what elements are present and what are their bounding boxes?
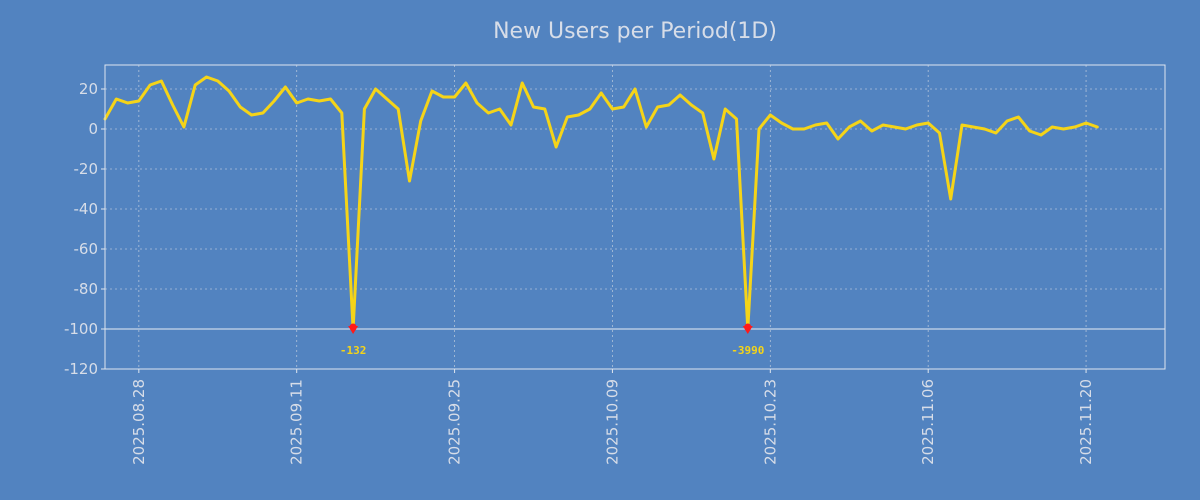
series-line [103, 75, 1099, 331]
series-layer [103, 75, 1099, 331]
outlier-marker-dot [744, 323, 752, 331]
y-tick-label: -20 [74, 160, 99, 178]
x-tick-label: 2025.09.25 [446, 379, 464, 465]
y-tick-label: -80 [74, 280, 99, 298]
annotation-layer: -132 -3990 [340, 323, 764, 357]
outlier-label: -132 [340, 344, 367, 357]
y-tick-label: -100 [64, 320, 98, 338]
outlier-label: -3990 [731, 344, 764, 357]
y-tick-label: -120 [64, 360, 98, 378]
outlier-marker-dot [349, 323, 357, 331]
y-tick-label: 0 [88, 120, 98, 138]
plot-frame [104, 64, 1166, 370]
chart-title: New Users per Period(1D) [493, 19, 777, 44]
x-tick-label: 2025.11.20 [1077, 379, 1095, 465]
x-tick-label: 2025.11.06 [919, 379, 937, 465]
axes: 20 0 -20 -40 -60 -80 -100 -120 2025.08.28 2025.09… [64, 64, 1166, 465]
x-tick-label: 2025.10.23 [761, 379, 779, 465]
y-tick-label: -60 [74, 240, 99, 258]
x-tick-label: 2025.09.11 [288, 379, 306, 465]
x-tick-label: 2025.10.09 [603, 379, 621, 465]
y-tick-label: 20 [79, 80, 98, 98]
y-tick-label: -40 [74, 200, 99, 218]
x-tick-label: 2025.08.28 [130, 379, 148, 465]
